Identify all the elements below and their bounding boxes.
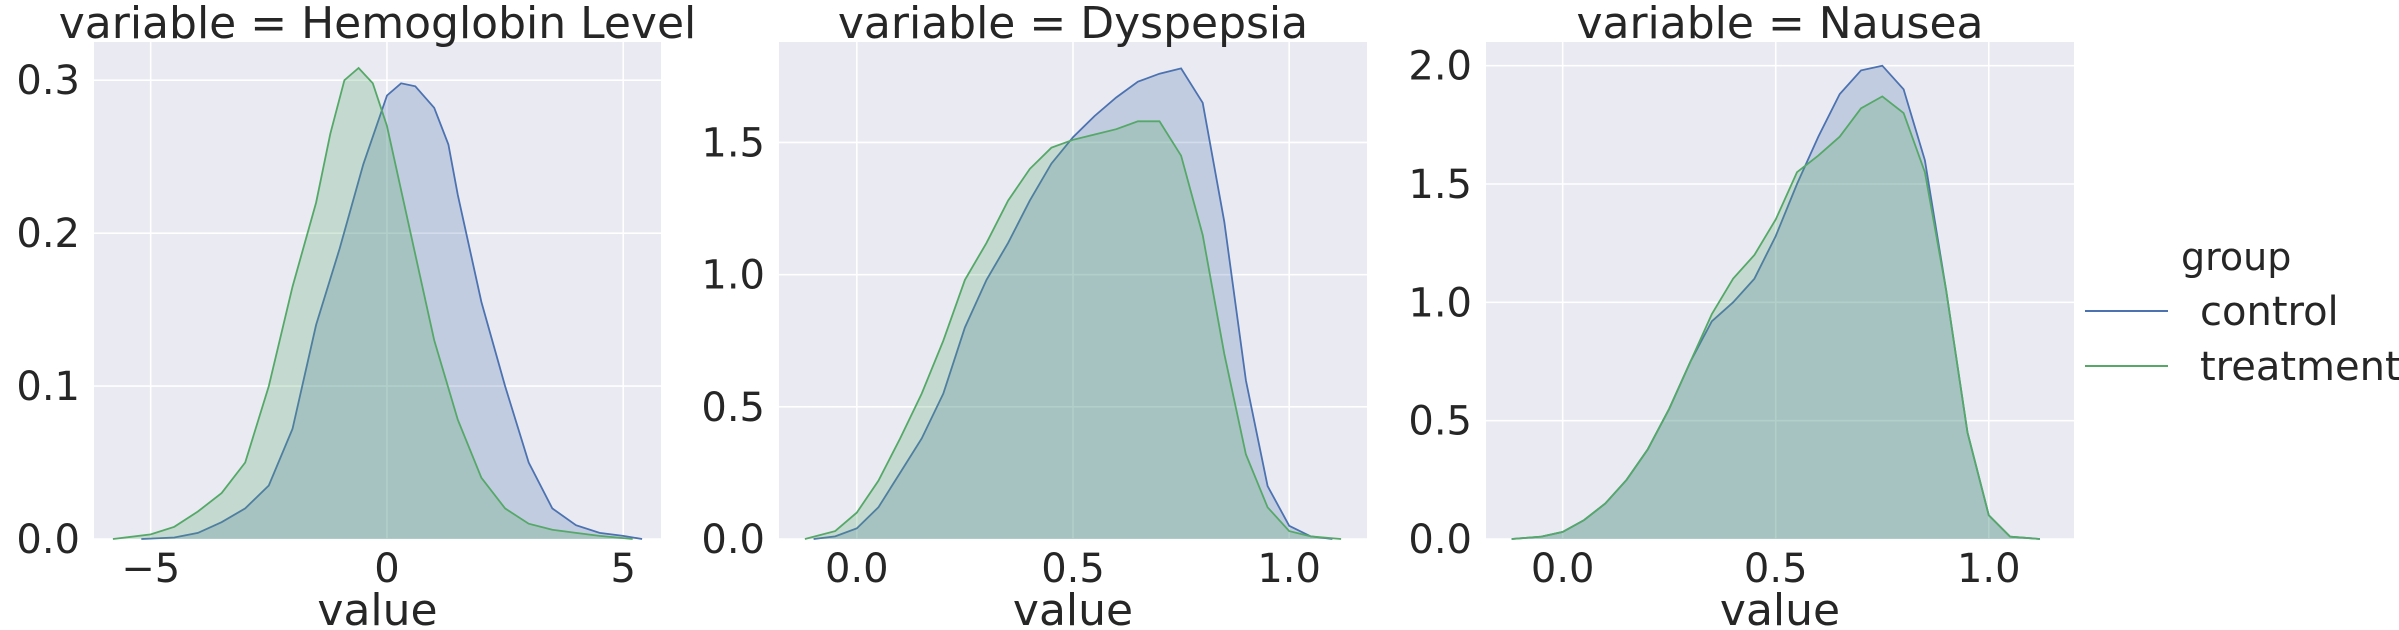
y-tick-label: 0.5 [701, 385, 765, 431]
x-tick-label: −5 [121, 546, 180, 592]
density-line-treatment [1511, 95, 2040, 540]
density-area-control [813, 68, 1333, 540]
density-line-treatment [112, 66, 633, 540]
panel-3: 0.0 0.5 1.0 0.0 0.5 1.0 1.5 2.0 value variable = … [1408, 0, 2074, 630]
x-tick-label: 0.0 [825, 546, 889, 592]
x-tick-label: 1.0 [1957, 546, 2021, 592]
y-tick-label: 0.0 [701, 517, 765, 563]
legend: group control treatment [2085, 235, 2399, 390]
legend-label-control: control [2200, 289, 2339, 335]
panel-2: 0.0 0.5 1.0 0.0 0.5 1.0 1.5 value variable = Dys… [701, 0, 1367, 630]
x-axis-label: value [317, 585, 437, 630]
x-tick-label: 5 [610, 546, 635, 592]
x-axis-label: value [1720, 585, 1840, 630]
density-area-treatment [112, 68, 633, 539]
x-tick-label: 1.0 [1257, 546, 1321, 592]
panel-title: variable = Nausea [1576, 0, 1983, 49]
facet-panels: −5 0 5 0.0 0.1 0.2 0.3 value variable = Hemoglob… [16, 0, 2074, 630]
y-tick-label: 1.5 [701, 120, 765, 166]
density-area-treatment [804, 121, 1342, 540]
x-tick-label: 0.0 [1531, 546, 1595, 592]
density-line-treatment [804, 120, 1342, 540]
panel-1: −5 0 5 0.0 0.1 0.2 0.3 value variable = Hemoglob… [16, 0, 696, 630]
x-axis-label: value [1013, 585, 1133, 630]
y-tick-label: 1.0 [1408, 280, 1472, 326]
panel-title: variable = Dyspepsia [838, 0, 1308, 49]
legend-label-treatment: treatment [2200, 344, 2399, 390]
y-tick-label: 0.3 [16, 58, 80, 104]
y-tick-label: 1.5 [1408, 162, 1472, 208]
density-line-control [141, 82, 643, 540]
x-tick-label: 0.5 [1041, 546, 1105, 592]
y-tick-label: 1.0 [701, 253, 765, 299]
x-tick-label: 0 [374, 546, 399, 592]
panel-title: variable = Hemoglobin Level [59, 0, 697, 49]
panel-background [1486, 42, 2074, 539]
legend-title: group [2181, 235, 2291, 279]
x-tick-label: 0.5 [1744, 546, 1808, 592]
density-area-control [1511, 65, 2040, 539]
density-line-control [813, 67, 1333, 540]
y-tick-label: 0.2 [16, 211, 80, 257]
y-tick-label: 0.5 [1408, 399, 1472, 445]
density-area-treatment [1511, 96, 2040, 540]
y-tick-label: 0.1 [16, 364, 80, 410]
y-tick-label: 0.0 [16, 517, 80, 563]
y-tick-label: 2.0 [1408, 44, 1472, 90]
y-tick-label: 0.0 [1408, 517, 1472, 563]
